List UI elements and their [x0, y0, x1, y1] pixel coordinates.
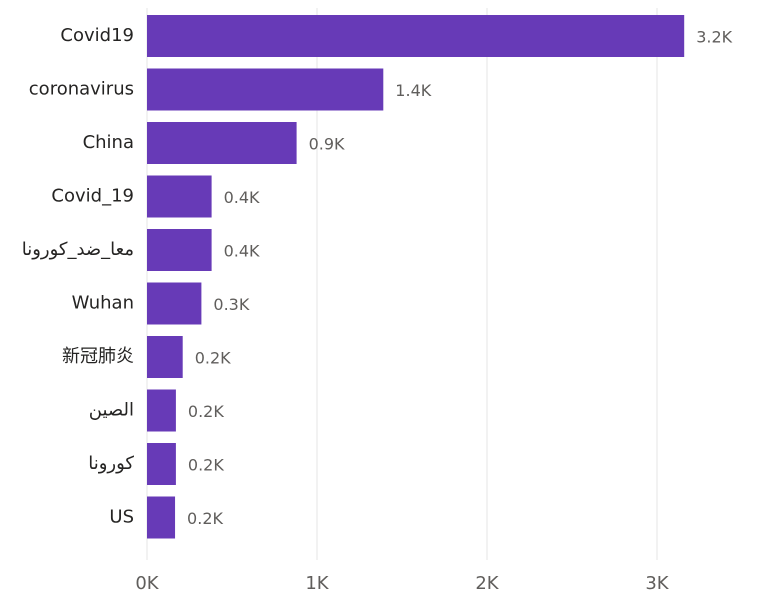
category-label: China — [83, 132, 134, 153]
category-label: كورونا — [88, 453, 134, 474]
bar[interactable] — [147, 68, 384, 111]
x-tick-label: 1K — [305, 573, 329, 594]
bar[interactable] — [147, 443, 176, 485]
data-label: 3.2K — [696, 28, 732, 47]
bar[interactable] — [147, 122, 297, 164]
data-label: 0.2K — [195, 349, 231, 368]
category-label: 新冠肺炎 — [62, 346, 134, 367]
bar[interactable] — [147, 496, 176, 539]
x-tick-label: 3K — [645, 573, 669, 594]
category-label: US — [109, 507, 134, 528]
value-labels: 3.2K 1.4K 0.9K 0.4K 0.4K 0.3K 0.2K 0.2K 0.2K 0.2K — [187, 28, 733, 529]
bar[interactable] — [147, 229, 212, 271]
x-axis-tick-labels: 0K 1K 2K 3K — [135, 573, 669, 594]
data-label: 0.4K — [224, 242, 260, 261]
bars — [147, 15, 685, 539]
data-label: 0.4K — [224, 188, 260, 207]
category-label: Covid_19 — [51, 186, 134, 207]
x-tick-label: 0K — [135, 573, 159, 594]
category-label: Covid19 — [60, 25, 134, 46]
bar[interactable] — [147, 336, 183, 378]
bar[interactable] — [147, 15, 685, 57]
data-label: 0.2K — [187, 509, 223, 528]
data-label: 0.2K — [188, 456, 224, 475]
category-label: معا_ضد_كورونا — [22, 239, 134, 260]
category-labels: Covid19 coronavirus China Covid_19 معا_ضد_كو… — [22, 25, 135, 528]
data-label: 0.3K — [213, 295, 249, 314]
data-label: 0.2K — [188, 402, 224, 421]
data-label: 1.4K — [395, 81, 431, 100]
bar[interactable] — [147, 389, 176, 432]
x-tick-label: 2K — [475, 573, 499, 594]
bar[interactable] — [147, 175, 212, 218]
category-label: coronavirus — [29, 79, 134, 100]
bar[interactable] — [147, 282, 202, 325]
category-label: Wuhan — [72, 293, 134, 314]
data-label: 0.9K — [309, 135, 345, 154]
category-label: الصين — [89, 400, 134, 421]
